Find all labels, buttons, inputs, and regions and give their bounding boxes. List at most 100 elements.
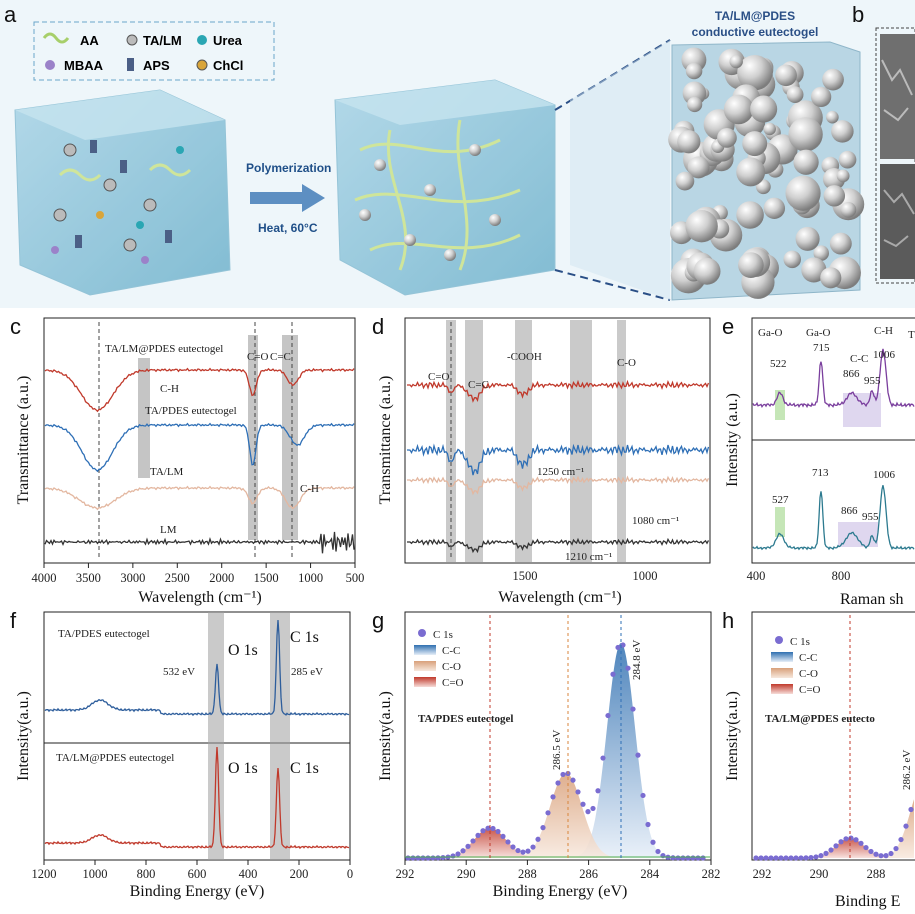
g-data-point bbox=[405, 855, 411, 861]
f-xtick: 200 bbox=[290, 867, 309, 881]
g-data-point bbox=[615, 644, 621, 651]
e-ga-o-2: Ga-O bbox=[806, 327, 830, 339]
f-top-line bbox=[44, 619, 350, 717]
h-data-point bbox=[843, 836, 849, 842]
e-527: 527 bbox=[772, 494, 789, 506]
f-top-name: TA/PDES eutectogel bbox=[58, 628, 150, 640]
bead bbox=[829, 232, 852, 255]
bead bbox=[840, 201, 857, 218]
d-ann-co2: C-O bbox=[617, 357, 636, 369]
g-data-point bbox=[530, 844, 536, 850]
h-data-point bbox=[858, 840, 864, 846]
h-xtick-3: 288 bbox=[867, 867, 886, 881]
f-o1s-top: O 1s bbox=[228, 642, 258, 659]
g-xtick: 284 bbox=[640, 867, 660, 881]
h-data-point bbox=[818, 853, 824, 859]
panel-c-ftir: c TA/LM@PDES eutectogel TA/PDES eutectog… bbox=[10, 314, 364, 606]
h-xtick-2: 290 bbox=[810, 867, 829, 881]
h-data-point bbox=[823, 850, 829, 856]
bead bbox=[675, 171, 695, 191]
e-ch: C-H bbox=[874, 325, 893, 337]
h-ylabel: Intensity(a.u.) bbox=[724, 691, 741, 781]
h-peak-286: 286.2 eV bbox=[901, 750, 913, 790]
bead bbox=[677, 130, 701, 154]
e-bottom-line bbox=[752, 485, 915, 551]
g-data-point bbox=[450, 853, 456, 859]
h-data-point bbox=[898, 836, 904, 843]
f-c1s-bottom: C 1s bbox=[290, 760, 319, 777]
e-top-line bbox=[752, 348, 915, 409]
c-ann-cc: C=C bbox=[270, 351, 291, 363]
g-data-point bbox=[655, 848, 661, 855]
d-ylabel: Transmittance (a.u.) bbox=[377, 376, 394, 505]
f-xtick: 800 bbox=[137, 867, 156, 881]
f-xtick: 1200 bbox=[32, 867, 57, 881]
d-ann-1210: 1210 cm⁻¹ bbox=[565, 551, 612, 563]
bead bbox=[742, 131, 768, 157]
svg-text:C-C: C-C bbox=[799, 652, 817, 664]
c-series-label-1: TA/LM@PDES eutectogel bbox=[105, 343, 223, 355]
bead bbox=[687, 96, 703, 113]
c-xtick: 2000 bbox=[209, 571, 234, 585]
c-series-line-1 bbox=[44, 367, 355, 413]
legend-mbaa: MBAA bbox=[64, 58, 104, 73]
bead bbox=[838, 150, 857, 169]
h-xtick-1: 292 bbox=[753, 867, 772, 881]
panel-label-b: b bbox=[852, 2, 864, 27]
g-data-point bbox=[580, 801, 586, 807]
bead bbox=[801, 257, 827, 283]
aa-icon bbox=[42, 32, 70, 44]
h-data-point bbox=[753, 855, 759, 861]
h-data-point bbox=[903, 823, 909, 829]
panel-d-ftir: d C=O C=C -COOH C-O 1250 cm⁻¹ 1080 cm⁻¹ … bbox=[372, 314, 711, 606]
g-data-point bbox=[440, 854, 446, 861]
h-c-eq-o-peak bbox=[753, 838, 914, 858]
chcl-icon bbox=[196, 59, 208, 71]
bead bbox=[682, 81, 707, 106]
h-xlabel: Binding E bbox=[835, 893, 900, 910]
h-data-point bbox=[828, 847, 834, 853]
e-ga-o-1: Ga-O bbox=[758, 327, 782, 339]
f-bottom-line bbox=[44, 746, 350, 850]
g-data-point bbox=[475, 832, 481, 838]
g-data-point bbox=[480, 828, 486, 834]
e-522: 522 bbox=[770, 358, 787, 370]
g-data-point bbox=[635, 752, 641, 758]
panel-e-raman: e Ga-O Ga-O C-H C-C T 522 715 1006 866 9… bbox=[722, 314, 915, 608]
panel-g-xps-c1s: g TA/PDES eutectogel 284.8 eV 286.5 eV C… bbox=[372, 608, 720, 900]
f-xlabel: Binding Energy (eV) bbox=[130, 883, 265, 900]
h-data-point bbox=[868, 848, 874, 855]
g-data-point bbox=[685, 855, 691, 861]
legend-chcl: ChCl bbox=[213, 58, 243, 73]
c-ylabel: Transmittance (a.u.) bbox=[15, 376, 32, 505]
g-data-point bbox=[610, 671, 616, 677]
network-gel-cube bbox=[334, 79, 556, 296]
g-data-point bbox=[630, 706, 636, 712]
h-data-point bbox=[803, 855, 809, 861]
c-xtick: 4000 bbox=[32, 571, 57, 585]
f-xtick: 400 bbox=[239, 867, 258, 881]
bead bbox=[763, 197, 786, 219]
legend-aa: AA bbox=[80, 33, 99, 48]
c-series-line-3 bbox=[44, 485, 355, 511]
c-xtick: 500 bbox=[346, 571, 365, 585]
c-xtick: 3500 bbox=[76, 571, 101, 585]
g-data-point bbox=[600, 755, 606, 761]
h-data-point bbox=[838, 839, 844, 845]
panel-label-h: h bbox=[722, 608, 734, 633]
c-ann-ch2: C-H bbox=[300, 483, 319, 495]
d-ann-co: C=O bbox=[428, 371, 450, 383]
h-data-point bbox=[793, 855, 799, 861]
g-data-point bbox=[490, 825, 496, 832]
f-ylabel: Intensity(a.u.) bbox=[15, 691, 32, 781]
d-ann-cc: C=C bbox=[468, 379, 489, 391]
e-1006b: 1006 bbox=[873, 469, 896, 481]
g-peak-284: 284.8 eV bbox=[631, 640, 643, 680]
f-bottom-name: TA/LM@PDES eutectogel bbox=[56, 752, 174, 764]
bead bbox=[736, 157, 766, 187]
g-data-point bbox=[485, 825, 491, 831]
panel-h-xps-c1s: h TA/LM@PDES eutecto 286.2 eV C 1s C-C C… bbox=[722, 608, 915, 910]
g-data-point bbox=[590, 805, 596, 812]
g-data-point bbox=[455, 851, 461, 857]
c-series-label-4: LM bbox=[160, 524, 177, 536]
